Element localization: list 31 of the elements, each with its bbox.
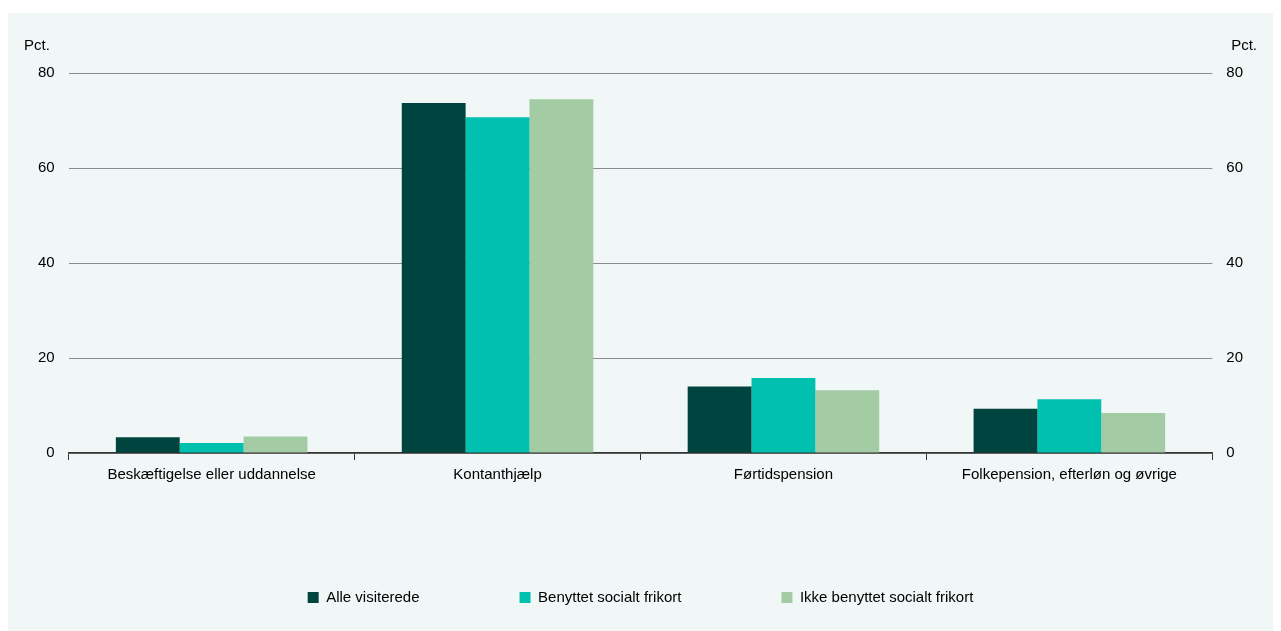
y2-axis-title: Pct. — [1231, 35, 1257, 53]
y-tick-label: 60 — [38, 158, 55, 176]
x-tick-label: Beskæftigelse eller uddannelse — [107, 465, 316, 483]
legend-label: Benyttet socialt frikort — [538, 587, 683, 605]
bar — [465, 117, 530, 453]
y2-tick-label: 40 — [1226, 253, 1243, 271]
y2-tick-label: 80 — [1226, 63, 1243, 81]
bar — [401, 102, 466, 453]
bar — [243, 436, 308, 453]
bar — [179, 443, 244, 453]
y2-tick-label: 0 — [1226, 443, 1235, 461]
legend-label: Ikke benyttet socialt frikort — [799, 587, 975, 605]
bar — [1037, 399, 1102, 453]
bar — [115, 437, 180, 453]
legend-label: Alle visiterede — [326, 587, 420, 605]
y-axis-title: Pct. — [24, 35, 50, 53]
bar — [687, 386, 752, 453]
bar — [815, 390, 880, 453]
x-tick-label: Folkepension, efterløn og øvrige — [961, 465, 1177, 483]
x-tick-label: Førtidspension — [733, 465, 834, 483]
bar — [973, 408, 1038, 453]
y-tick-label: 0 — [46, 443, 55, 461]
y-tick-label: 40 — [38, 253, 55, 271]
bar — [529, 99, 594, 453]
y2-tick-label: 20 — [1226, 348, 1243, 366]
y2-tick-label: 60 — [1226, 158, 1243, 176]
y-tick-label: 80 — [38, 63, 55, 81]
y-tick-label: 20 — [38, 348, 55, 366]
bar — [1101, 413, 1166, 453]
bar — [751, 377, 816, 453]
x-tick-label: Kontanthjælp — [453, 465, 542, 483]
